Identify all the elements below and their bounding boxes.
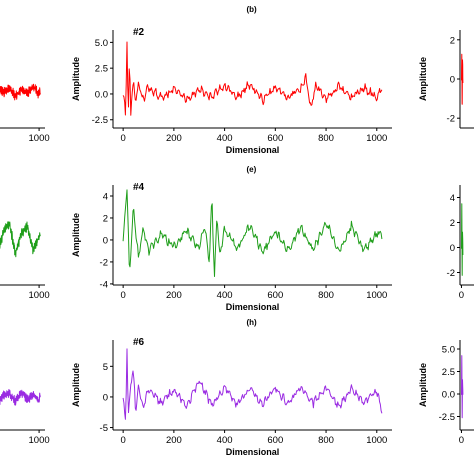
x-tick-label: 0 xyxy=(120,133,125,144)
x-tick-label: 800 xyxy=(318,133,334,144)
waveform-line xyxy=(0,221,41,258)
waveform-line xyxy=(122,41,383,116)
panel-i: 0 -2.5 0.0 2.5 5.0 Amplitude xyxy=(418,340,474,446)
x-tick-label: 1000 xyxy=(29,290,50,301)
x-tick-label: 0 xyxy=(120,290,125,301)
waveform-line xyxy=(461,355,464,419)
y-tick-label: 4 xyxy=(450,193,455,204)
y-tick-label: 4 xyxy=(103,191,108,202)
panel-e: (e) 0 200 400 600 800 1000 -4 -2 0 2 4 Dimensional Am… xyxy=(71,165,392,312)
x-tick-label: 1000 xyxy=(366,435,387,446)
panel-letter: (e) xyxy=(247,165,257,174)
y-tick-label: 2.5 xyxy=(95,64,108,75)
sample-tag: #4 xyxy=(133,182,145,193)
y-tick-label: -2 xyxy=(447,268,455,279)
x-tick-label: 200 xyxy=(166,435,182,446)
x-tick-label: 400 xyxy=(217,435,233,446)
panel-letter: (h) xyxy=(247,318,258,327)
panel-g: 1000 xyxy=(0,389,50,446)
y-tick-label: -2.5 xyxy=(92,115,108,126)
panel-c: -2 0 2 Amplitude xyxy=(418,30,474,129)
x-tick-label: 600 xyxy=(267,133,283,144)
y-tick-label: -2 xyxy=(447,114,455,125)
waveform-line xyxy=(461,53,464,105)
x-tick-label: 1000 xyxy=(366,133,387,144)
waveform-line xyxy=(461,203,464,276)
x-tick-label: 200 xyxy=(166,290,182,301)
y-tick-label: -2 xyxy=(100,257,108,268)
x-tick-label: 200 xyxy=(166,133,182,144)
x-axis-title: Dimensional xyxy=(226,302,280,312)
y-tick-label: 0.0 xyxy=(95,89,108,100)
x-tick-label: 600 xyxy=(267,290,283,301)
x-tick-label: 1000 xyxy=(29,133,50,144)
x-tick-label: 1000 xyxy=(366,290,387,301)
panel-a: 1000 xyxy=(0,83,50,144)
x-axis-title: Dimensional xyxy=(226,447,280,457)
y-tick-label: -4 xyxy=(100,279,108,290)
y-tick-label: 5.0 xyxy=(95,38,108,49)
waveform-line xyxy=(0,83,41,101)
x-tick-label: 0 xyxy=(120,435,125,446)
y-tick-label: 5.0 xyxy=(442,345,455,356)
sample-tag: #6 xyxy=(133,337,145,348)
x-tick-label: 400 xyxy=(217,290,233,301)
y-axis-title: Amplitude xyxy=(71,213,81,257)
y-tick-label: 0.0 xyxy=(442,390,455,401)
y-tick-label: 2 xyxy=(450,218,455,229)
y-tick-label: 0 xyxy=(103,235,108,246)
y-tick-label: -2.5 xyxy=(439,412,455,423)
y-tick-label: -5 xyxy=(100,423,108,434)
x-tick-label: 0 xyxy=(459,290,464,301)
y-axis-title: Amplitude xyxy=(418,363,428,407)
y-tick-label: 2 xyxy=(450,35,455,46)
y-tick-label: 0 xyxy=(103,392,108,403)
y-tick-label: 0 xyxy=(450,75,455,86)
panel-h: (h) 0 200 400 600 800 1000 -5 0 5 Dimensional Ampli… xyxy=(71,318,392,457)
waveform-line xyxy=(122,348,383,420)
x-tick-label: 800 xyxy=(318,290,334,301)
x-tick-label: 600 xyxy=(267,435,283,446)
y-tick-label: 2 xyxy=(103,213,108,224)
x-tick-label: 1000 xyxy=(29,435,50,446)
y-axis-title: Amplitude xyxy=(71,363,81,407)
y-axis-title: Amplitude xyxy=(418,57,428,101)
y-tick-label: 2.5 xyxy=(442,367,455,378)
sample-tag: #2 xyxy=(133,27,145,38)
panel-letter: (b) xyxy=(247,5,258,14)
panel-d: 1000 xyxy=(0,221,50,301)
x-tick-label: 400 xyxy=(217,133,233,144)
x-tick-label: 800 xyxy=(318,435,334,446)
y-axis-title: Amplitude xyxy=(71,57,81,101)
y-tick-label: 0 xyxy=(450,243,455,254)
y-tick-label: 5 xyxy=(103,362,108,373)
waveform-line xyxy=(122,189,383,277)
panel-b: (b) 0 200 400 600 800 1000 -2.5 0.0 2.5 5.0 Dimensi… xyxy=(71,5,392,155)
waveform-line xyxy=(0,389,41,406)
panel-f: 0 -2 0 2 4 xyxy=(447,185,474,301)
x-tick-label: 0 xyxy=(459,435,464,446)
x-axis-title: Dimensional xyxy=(226,145,280,155)
